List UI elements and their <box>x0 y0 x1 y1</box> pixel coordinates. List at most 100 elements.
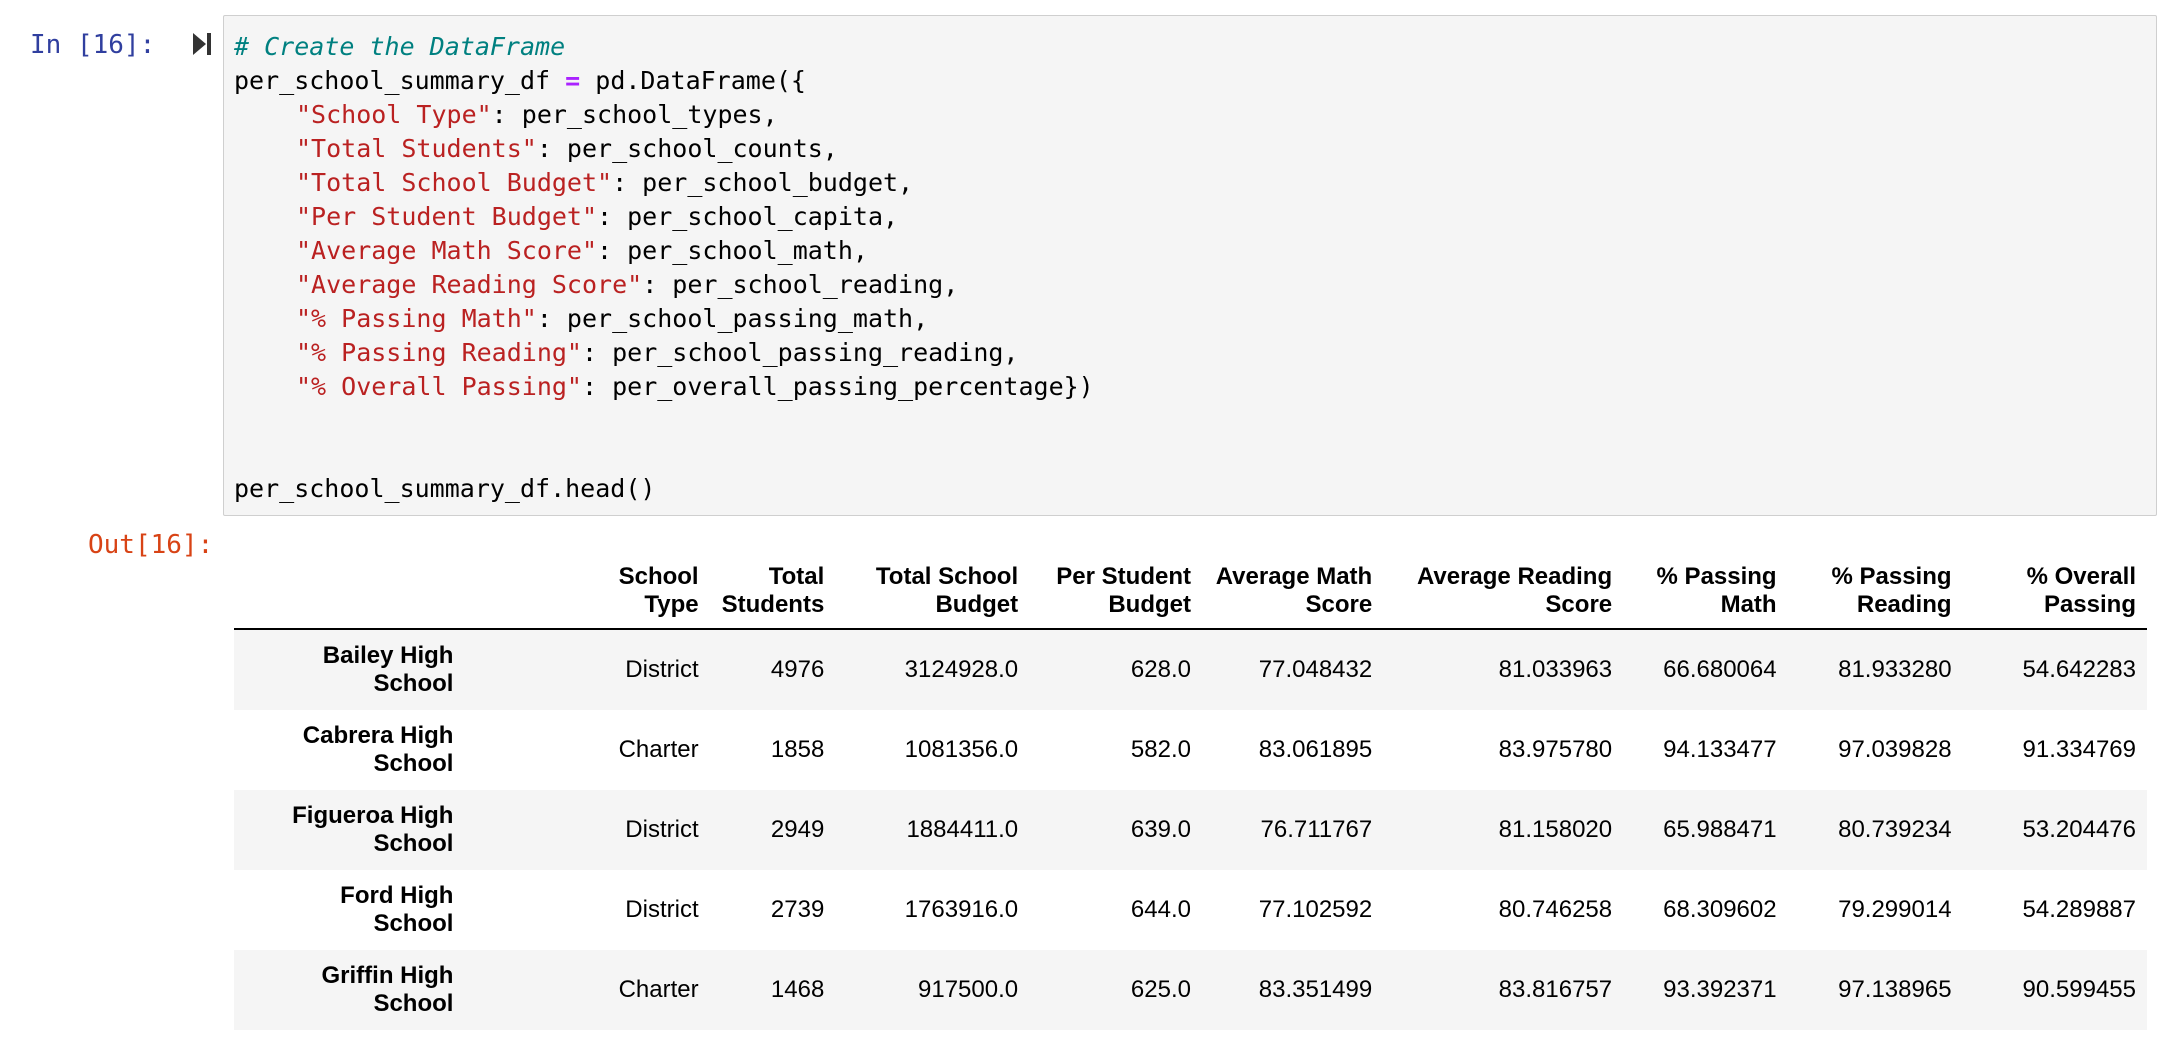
table-cell: 639.0 <box>1130 816 1191 843</box>
code-value: : per_school_capita, <box>597 202 899 231</box>
header-line-2: Students <box>721 591 825 618</box>
header-line-1: Average Reading <box>1416 563 1613 590</box>
header-line-2: Reading <box>1856 591 1952 618</box>
table-row: Griffin High School Charter 1468 917500.0… <box>234 950 2147 1030</box>
header-line-1: Total <box>768 563 825 590</box>
code-key: "School Type" <box>296 100 492 129</box>
column-header: Per Student Budget <box>1029 555 1202 630</box>
code-key: "% Passing Math" <box>296 304 537 333</box>
table-row: Bailey High School District 4976 3124928.… <box>234 629 2147 710</box>
table-cell: 2949 <box>770 816 825 843</box>
header-line-1: School <box>618 563 699 590</box>
table-cell: 1468 <box>770 976 825 1003</box>
header-line-2: Score <box>1545 591 1613 618</box>
code-head-call: per_school_summary_df.head() <box>234 474 656 503</box>
table-cell: 66.680064 <box>1663 656 1777 683</box>
code-value: : per_school_passing_reading, <box>581 338 1019 367</box>
table-cell: 625.0 <box>1130 976 1191 1003</box>
dataframe-table: School Type Total Students Total School Bud… <box>234 555 2147 1030</box>
index-line-1: Cabrera High <box>302 722 454 749</box>
index-line-1: Bailey High <box>322 642 454 669</box>
table-cell: 83.351499 <box>1258 976 1373 1003</box>
table-cell: 80.739234 <box>1838 816 1952 843</box>
code-call: pd.DataFrame({ <box>595 66 806 95</box>
table-cell: 80.746258 <box>1498 896 1613 923</box>
row-index: Cabrera High School <box>234 710 464 790</box>
table-cell: Charter <box>618 736 699 763</box>
table-cell: 3124928.0 <box>904 656 1019 683</box>
table-cell: 2739 <box>770 896 825 923</box>
header-line-2: Score <box>1305 591 1373 618</box>
table-cell: 65.988471 <box>1663 816 1777 843</box>
table-cell: 97.138965 <box>1838 976 1952 1003</box>
code-key: "Average Reading Score" <box>296 270 643 299</box>
table-cell: 54.289887 <box>2022 896 2136 923</box>
header-line-2: Passing <box>2043 591 2136 618</box>
table-cell: 79.299014 <box>1838 896 1952 923</box>
code-value: : per_school_counts, <box>536 134 838 163</box>
table-row: Ford High School District 2739 1763916.0 … <box>234 870 2147 950</box>
code-value: : per_school_math, <box>597 236 868 265</box>
header-line-1: Total School <box>875 563 1019 590</box>
index-line-1: Ford High <box>340 882 454 909</box>
header-line-2: Budget <box>1108 591 1191 618</box>
header-line-1: % Passing <box>1831 563 1952 590</box>
table-cell: 1081356.0 <box>904 736 1019 763</box>
table-cell: 94.133477 <box>1663 736 1777 763</box>
index-line-2: School <box>373 910 454 937</box>
table-cell: 97.039828 <box>1838 736 1952 763</box>
code-block: # Create the DataFrame per_school_summar… <box>234 30 1094 506</box>
table-cell: District <box>625 816 699 843</box>
code-value: : per_school_reading, <box>642 270 959 299</box>
table-cell: Charter <box>618 976 699 1003</box>
table-cell: 53.204476 <box>2022 816 2136 843</box>
code-comment: # Create the DataFrame <box>234 32 566 61</box>
index-line-2: School <box>373 990 454 1017</box>
table-cell: District <box>625 896 699 923</box>
header-line-1: % Passing <box>1656 563 1777 590</box>
row-index: Griffin High School <box>234 950 464 1030</box>
column-header: Total Students <box>709 555 836 630</box>
run-cell-icon[interactable] <box>192 31 212 57</box>
index-line-1: Griffin High <box>321 962 454 989</box>
header-row: School Type Total Students Total School Bud… <box>234 555 2147 630</box>
row-index: Bailey High School <box>234 629 464 710</box>
table-cell: 4976 <box>770 656 825 683</box>
table-cell: 76.711767 <box>1260 816 1373 843</box>
header-line-2: Math <box>1720 591 1777 618</box>
code-editor[interactable]: # Create the DataFrame per_school_summar… <box>223 15 2157 516</box>
table-cell: 77.048432 <box>1258 656 1373 683</box>
table-cell: 68.309602 <box>1663 896 1777 923</box>
header-line-1: Per Student <box>1056 563 1191 590</box>
header-line-2: Type <box>644 591 699 618</box>
column-header: % Passing Reading <box>1787 555 1963 630</box>
table-cell: 1884411.0 <box>906 816 1019 843</box>
column-header: School Type <box>464 555 710 630</box>
table-cell: 54.642283 <box>2022 656 2136 683</box>
table-cell: 83.061895 <box>1258 736 1373 763</box>
row-index: Figueroa High School <box>234 790 464 870</box>
code-operator: = <box>565 66 581 95</box>
table-cell: 81.158020 <box>1498 816 1613 843</box>
code-key: "Total School Budget" <box>296 168 613 197</box>
table-cell: 83.816757 <box>1498 976 1613 1003</box>
code-value: : per_school_budget, <box>612 168 914 197</box>
code-var: per_school_summary_df <box>234 66 551 95</box>
column-header: Average Reading Score <box>1383 555 1624 630</box>
code-key: "% Overall Passing" <box>296 372 582 401</box>
table-row: Cabrera High School Charter 1858 1081356.… <box>234 710 2147 790</box>
table-cell: 93.392371 <box>1663 976 1777 1003</box>
header-line-2: Budget <box>935 591 1019 618</box>
code-key: "Total Students" <box>296 134 537 163</box>
index-line-2: School <box>373 830 454 857</box>
index-line-2: School <box>373 750 454 777</box>
header-line-1: Average Math <box>1215 563 1373 590</box>
table-cell: 83.975780 <box>1498 736 1613 763</box>
table-cell: 77.102592 <box>1258 896 1373 923</box>
table-cell: 582.0 <box>1130 736 1191 763</box>
code-value: : per_overall_passing_percentage}) <box>581 372 1094 401</box>
code-key: "Per Student Budget" <box>296 202 598 231</box>
column-header: % Passing Math <box>1623 555 1788 630</box>
table-cell: 644.0 <box>1130 896 1191 923</box>
index-line-1: Figueroa High <box>292 802 454 829</box>
